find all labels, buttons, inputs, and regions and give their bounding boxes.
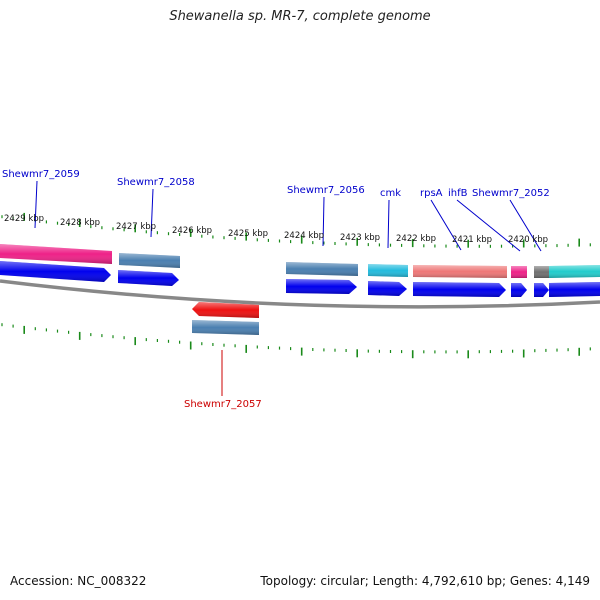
gene-labels: Shewmr7_2059 Shewmr7_2058 Shewmr7_2056 c… [2, 169, 550, 410]
kbp-label: 2426 kbp [172, 226, 212, 236]
leader-rpsa [430, 199, 462, 251]
gene-label-shewmr7-2059: Shewmr7_2059 [2, 169, 80, 180]
kbp-label: 2425 kbp [228, 229, 268, 239]
accession-text: Accession: NC_008322 [10, 574, 147, 588]
gene-label-shewmr7-2052: Shewmr7_2052 [472, 188, 550, 199]
map-title: Shewanella sp. MR-7, complete genome [169, 9, 431, 24]
gene-label-cmk: cmk [380, 188, 401, 199]
gene-label-rpsa: rpsA [420, 188, 443, 199]
kbp-ticks-outer [1, 212, 591, 248]
leader-2058 [150, 188, 154, 238]
leader-ihfb [456, 199, 521, 252]
gene-label-shewmr7-2056: Shewmr7_2056 [287, 185, 365, 196]
kbp-label: 2421 kbp [452, 235, 492, 245]
kbp-label: 2423 kbp [340, 233, 380, 243]
kbp-label: 2429 kbp [4, 214, 44, 224]
kbp-label: 2422 kbp [396, 234, 436, 244]
kbp-label: 2428 kbp [60, 218, 100, 228]
gene-track-plus [0, 261, 600, 297]
genome-backbone [0, 279, 600, 309]
kbp-label: 2424 kbp [284, 231, 324, 241]
gene-label-shewmr7-2057: Shewmr7_2057 [184, 399, 262, 410]
leader-2056 [322, 196, 325, 247]
kbp-ticks-inner [1, 323, 591, 359]
gene-track-minus [192, 302, 259, 335]
leader-2052 [509, 199, 542, 252]
label-leader-lines [34, 180, 542, 396]
kbp-labels: 2429 kbp 2428 kbp 2427 kbp 2426 kbp 2425… [4, 214, 548, 245]
feature-track-outer [0, 244, 600, 278]
genome-stats-text: Topology: circular; Length: 4,792,610 bp… [260, 574, 590, 588]
leader-2059 [34, 180, 38, 229]
kbp-label: 2420 kbp [508, 235, 548, 245]
kbp-label: 2427 kbp [116, 222, 156, 232]
gene-label-shewmr7-2058: Shewmr7_2058 [117, 177, 195, 188]
leader-cmk [387, 199, 390, 249]
gene-label-ihfb: ihfB [448, 188, 468, 199]
